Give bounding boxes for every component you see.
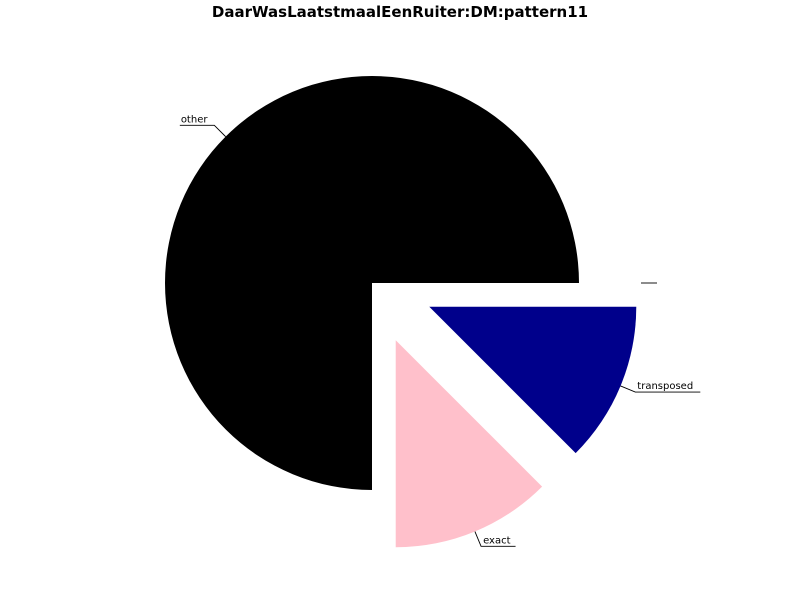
pie-labels: other exact transposed bbox=[179, 114, 701, 547]
slice-label-exact: exact bbox=[483, 535, 511, 546]
chart-title: DaarWasLaatstmaalEenRuiter:DM:pattern11 bbox=[211, 3, 589, 21]
pie-slices bbox=[165, 76, 637, 548]
pie-slice-exact bbox=[395, 340, 543, 548]
slice-label-other: other bbox=[181, 114, 209, 125]
leader-line-exact bbox=[474, 531, 516, 547]
leader-line-other bbox=[179, 124, 226, 137]
leader-line-transposed bbox=[620, 385, 701, 393]
pie-slice-other bbox=[165, 76, 579, 490]
pie-slice-transposed bbox=[429, 306, 637, 454]
slice-label-transposed: transposed bbox=[637, 381, 693, 392]
